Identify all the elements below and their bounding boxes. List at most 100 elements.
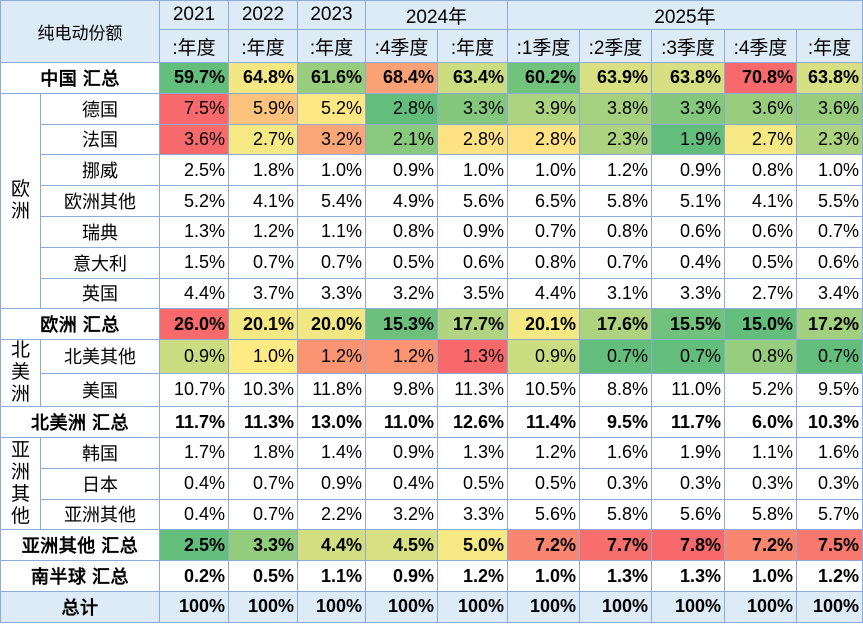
value-cell: 0.7% (651, 339, 725, 374)
value-cell: 15.0% (724, 308, 797, 341)
region-label: 北美洲 (0, 339, 41, 408)
value-cell: 68.4% (365, 62, 438, 94)
row-label: 意大利 (40, 246, 160, 279)
value-cell: 7.2% (507, 529, 580, 562)
row-label: 日本 (40, 467, 160, 500)
value-cell: 0.5% (724, 246, 797, 279)
row-label: 欧洲其他 (40, 185, 160, 217)
value-cell: 11.4% (507, 406, 580, 438)
value-cell: 0.6% (724, 215, 797, 248)
value-cell: 100% (579, 590, 652, 623)
column-group-header: 2022 (228, 0, 298, 30)
value-cell: 1.7% (159, 436, 229, 469)
value-cell: 1.9% (651, 123, 725, 156)
table-row: 美国 10.7% 10.3% 11.8% 9.8% 11.3% 10.5% 8.8% 11.0%… (1, 372, 863, 408)
row-label: 北美洲 汇总 (0, 406, 160, 438)
value-cell: 7.8% (651, 529, 725, 562)
value-cell: 1.6% (579, 436, 652, 469)
column-header: :年度 (297, 29, 366, 63)
value-cell: 9.5% (579, 406, 652, 438)
total-row: 欧洲 汇总 26.0% 20.1% 20.0% 15.3% 17.7% 20.1% 17.6%… (0, 308, 863, 341)
value-cell: 6.5% (507, 185, 580, 217)
row-label: 法国 (40, 123, 160, 156)
value-cell: 0.8% (724, 339, 797, 374)
value-cell: 3.3% (437, 498, 508, 531)
value-cell: 2.8% (437, 123, 508, 156)
table-row: 北美洲 北美其他 0.9% 1.0% 1.2% 1.2% 1.3% 0.9% 0.7% 0.7% 0… (0, 339, 863, 408)
value-cell: 1.3% (651, 560, 725, 592)
value-cell: 3.3% (651, 277, 725, 310)
value-cell: 0.8% (724, 154, 797, 187)
table-row: 瑞典 1.3% 1.2% 1.1% 0.8% 0.9% 0.7% 0.8% 0.6% 0.6% 0.… (1, 215, 863, 248)
region-label: 欧洲 (0, 92, 41, 310)
corner-label: 纯电动份额 (0, 0, 160, 63)
value-cell: 0.6% (795, 246, 863, 279)
value-cell: 2.7% (724, 123, 797, 156)
table-row: 法国 3.6% 2.7% 3.2% 2.1% 2.8% 2.8% 2.3% 1.9% 2.7% 2.… (1, 123, 863, 156)
table-row: 欧洲 德国 7.5% 5.9% 5.2% 2.8% 3.3% 3.9% 3.8% 3.3% 3.6%… (0, 92, 863, 310)
column-header: :年度 (795, 29, 863, 63)
value-cell: 5.2% (724, 372, 797, 408)
value-cell: 1.2% (297, 339, 366, 374)
value-cell: 1.0% (297, 154, 366, 187)
total-row: 北美洲 汇总 11.7% 11.3% 13.0% 11.0% 12.6% 11.4% 9.5%… (0, 406, 863, 438)
row-label: 亚洲其他 (40, 498, 160, 531)
value-cell: 0.9% (651, 154, 725, 187)
table-row: 意大利 1.5% 0.7% 0.7% 0.5% 0.6% 0.8% 0.7% 0.4% 0.5% 0… (1, 246, 863, 279)
value-cell: 3.2% (365, 498, 438, 531)
row-label: 北美其他 (40, 339, 160, 374)
value-cell: 5.6% (507, 498, 580, 531)
value-cell: 20.1% (228, 308, 298, 341)
value-cell: 1.1% (297, 215, 366, 248)
value-cell: 11.3% (228, 406, 298, 438)
value-cell: 5.7% (795, 498, 863, 531)
header-year-row: 纯电动份额 2021 2022 2023 2024年 2025年 (0, 0, 863, 63)
value-cell: 0.9% (365, 154, 438, 187)
value-cell: 100% (507, 590, 580, 623)
value-cell: 10.5% (507, 372, 580, 408)
value-cell: 3.3% (651, 92, 725, 125)
value-cell: 5.0% (437, 529, 508, 562)
value-cell: 0.7% (297, 246, 366, 279)
value-cell: 60.2% (507, 62, 580, 94)
value-cell: 0.7% (579, 246, 652, 279)
value-cell: 0.4% (365, 467, 438, 500)
value-cell: 3.3% (437, 92, 508, 125)
value-cell: 4.1% (724, 185, 797, 217)
value-cell: 4.4% (159, 277, 229, 310)
value-cell: 3.1% (579, 277, 652, 310)
column-header: :年度 (159, 29, 229, 63)
region-label: 亚洲其他 (0, 436, 41, 531)
value-cell: 6.0% (724, 406, 797, 438)
value-cell: 8.8% (579, 372, 652, 408)
value-cell: 5.9% (228, 92, 298, 125)
value-cell: 100% (297, 590, 366, 623)
column-header: :2季度 (579, 29, 652, 63)
value-cell: 3.4% (795, 277, 863, 310)
value-cell: 4.9% (365, 185, 438, 217)
value-cell: 64.8% (228, 62, 298, 94)
value-cell: 5.2% (159, 185, 229, 217)
value-cell: 20.1% (507, 308, 580, 341)
value-cell: 17.6% (579, 308, 652, 341)
value-cell: 1.4% (297, 436, 366, 469)
table-row: 日本 0.4% 0.7% 0.9% 0.4% 0.5% 0.5% 0.3% 0.3% 0.3% 0.… (1, 467, 863, 500)
value-cell: 4.5% (365, 529, 438, 562)
value-cell: 3.6% (724, 92, 797, 125)
value-cell: 1.0% (795, 154, 863, 187)
value-cell: 1.0% (228, 339, 298, 374)
row-label: 南半球 汇总 (0, 560, 160, 592)
value-cell: 100% (795, 590, 863, 623)
value-cell: 0.7% (228, 467, 298, 500)
value-cell: 1.2% (507, 436, 580, 469)
value-cell: 1.3% (437, 436, 508, 469)
row-label: 德国 (40, 92, 160, 125)
value-cell: 11.3% (437, 372, 508, 408)
value-cell: 7.5% (159, 92, 229, 125)
total-row: 总计 100% 100% 100% 100% 100% 100% 100% 100% 100% 10… (0, 590, 863, 623)
row-label: 亚洲其他 汇总 (0, 529, 160, 562)
table-row: 挪威 2.5% 1.8% 1.0% 0.9% 1.0% 1.0% 1.2% 0.9% 0.8% 1.… (1, 154, 863, 187)
value-cell: 0.9% (297, 467, 366, 500)
value-cell: 1.6% (795, 436, 863, 469)
row-label: 中国 汇总 (0, 62, 160, 94)
